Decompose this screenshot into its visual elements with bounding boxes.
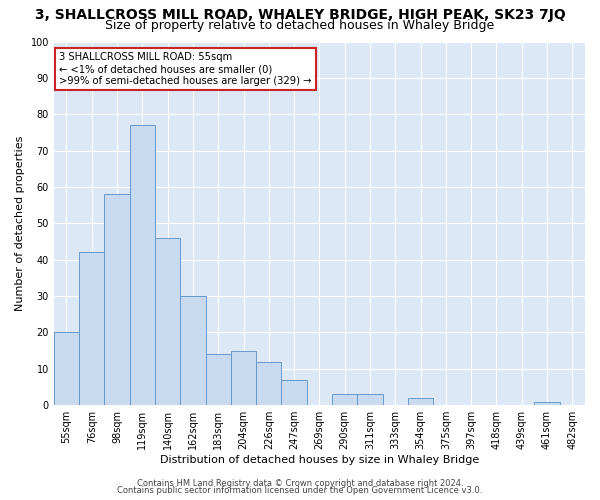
Bar bbox=[281, 380, 307, 405]
Bar bbox=[332, 394, 358, 405]
Bar bbox=[180, 296, 206, 405]
Bar bbox=[358, 394, 383, 405]
Bar bbox=[130, 125, 155, 405]
Bar bbox=[104, 194, 130, 405]
Bar bbox=[206, 354, 231, 405]
Bar bbox=[408, 398, 433, 405]
Bar bbox=[155, 238, 180, 405]
Bar bbox=[256, 362, 281, 405]
Text: Size of property relative to detached houses in Whaley Bridge: Size of property relative to detached ho… bbox=[106, 18, 494, 32]
Text: 3 SHALLCROSS MILL ROAD: 55sqm
← <1% of detached houses are smaller (0)
>99% of s: 3 SHALLCROSS MILL ROAD: 55sqm ← <1% of d… bbox=[59, 52, 311, 86]
Text: Contains public sector information licensed under the Open Government Licence v3: Contains public sector information licen… bbox=[118, 486, 482, 495]
Bar bbox=[231, 350, 256, 405]
Y-axis label: Number of detached properties: Number of detached properties bbox=[15, 136, 25, 311]
Bar bbox=[79, 252, 104, 405]
Bar bbox=[54, 332, 79, 405]
Bar bbox=[535, 402, 560, 405]
Text: 3, SHALLCROSS MILL ROAD, WHALEY BRIDGE, HIGH PEAK, SK23 7JQ: 3, SHALLCROSS MILL ROAD, WHALEY BRIDGE, … bbox=[35, 8, 565, 22]
X-axis label: Distribution of detached houses by size in Whaley Bridge: Distribution of detached houses by size … bbox=[160, 455, 479, 465]
Text: Contains HM Land Registry data © Crown copyright and database right 2024.: Contains HM Land Registry data © Crown c… bbox=[137, 478, 463, 488]
